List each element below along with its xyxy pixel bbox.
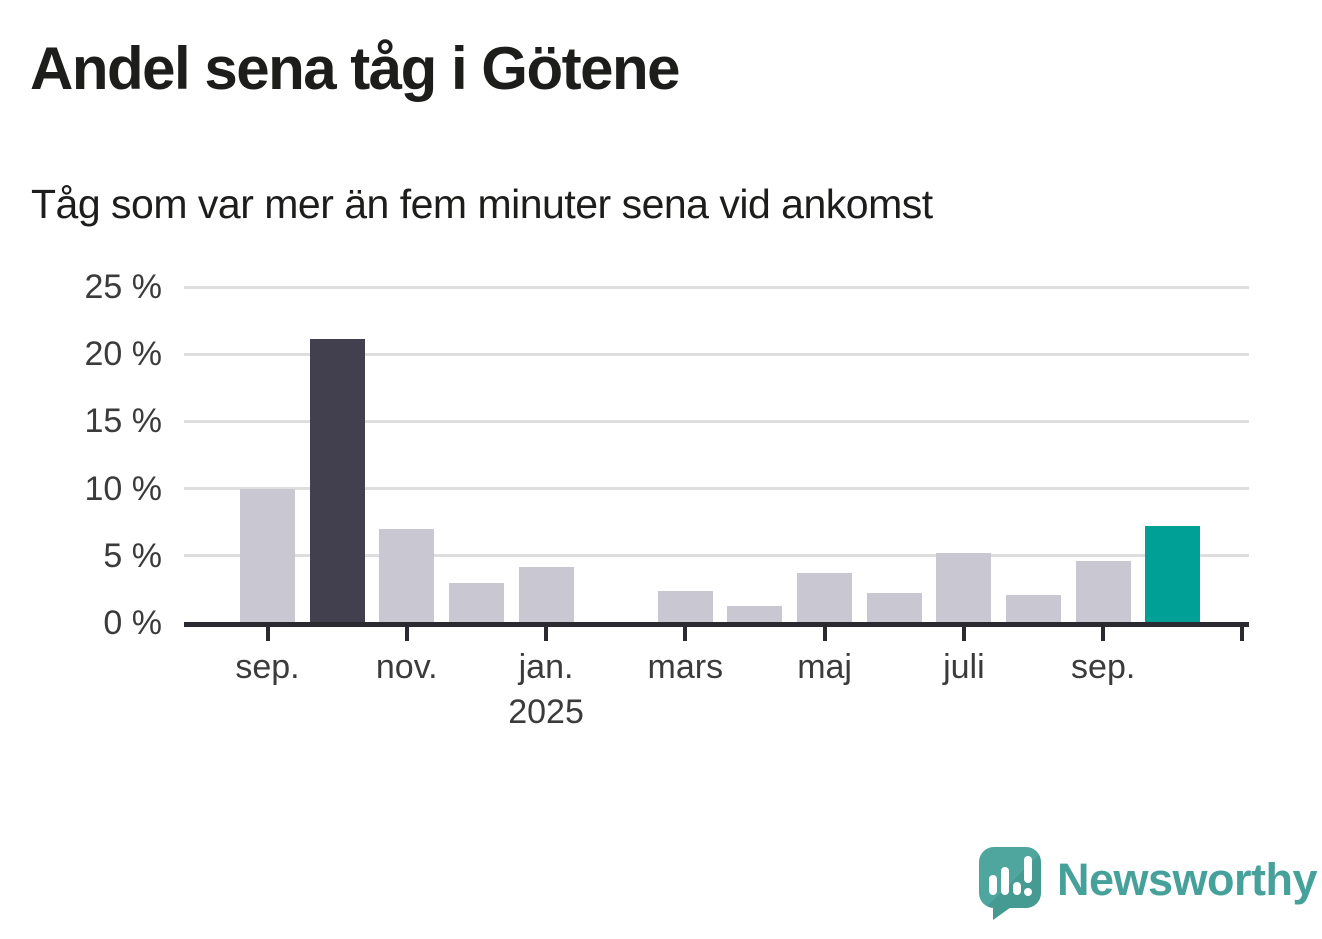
bar-okt-2025 <box>1145 526 1201 623</box>
bar-juli-2025 <box>936 553 992 623</box>
x-axis-tick <box>265 626 270 641</box>
bar-aug-2025 <box>1006 594 1062 623</box>
y-axis-tick-label: 10 % <box>84 469 163 508</box>
gridline <box>184 487 1249 491</box>
x-axis-tick <box>683 626 688 641</box>
gridline <box>184 554 1249 558</box>
y-axis-tick-label: 20 % <box>84 335 163 374</box>
x-axis-tick-label: mars <box>647 648 724 686</box>
chart-title: Andel sena tåg i Götene <box>30 35 680 102</box>
chart-subtitle: Tåg som var mer än fem minuter sena vid … <box>31 181 933 227</box>
y-axis-tick-label: 5 % <box>103 536 162 575</box>
newsworthy-logo: Newsworthy <box>979 846 1318 926</box>
logo-exclamation-dot-icon <box>1024 888 1032 896</box>
bar-nov-2024 <box>379 528 435 623</box>
logo-bar-icon <box>989 875 997 895</box>
logo-bar-icon <box>1001 867 1009 895</box>
y-axis-tick-label: 15 % <box>84 402 163 441</box>
gridline <box>184 419 1249 423</box>
newsworthy-logo-text: Newsworthy <box>1057 854 1318 905</box>
bar-mars-2025 <box>657 590 713 623</box>
logo-speech-tail <box>993 905 1014 920</box>
x-axis-tick-label: nov. <box>375 648 438 686</box>
logo-exclamation-icon <box>1024 856 1032 883</box>
x-axis-tick-label: sep. <box>1071 648 1136 686</box>
x-axis-tick <box>544 626 549 641</box>
y-axis-tick-label: 25 % <box>84 268 163 306</box>
bar-sep-2025 <box>1075 561 1131 623</box>
x-axis-tick <box>961 626 966 641</box>
newsworthy-logo-icon <box>979 847 1041 920</box>
x-axis-tick <box>822 626 827 641</box>
logo-bar-icon <box>1013 882 1021 895</box>
gridline <box>184 285 1249 289</box>
bar-jun-2025 <box>866 593 922 623</box>
x-axis-tick <box>404 626 409 641</box>
bar-dec-2024 <box>448 582 504 623</box>
x-axis-line <box>184 622 1249 627</box>
bar-jan-2025 <box>518 566 574 623</box>
x-axis-tick-label: jan. <box>518 648 574 686</box>
bar-maj-2025 <box>797 573 853 623</box>
x-axis-tick-label: maj <box>797 648 852 686</box>
bar-okt-2024 <box>309 339 365 623</box>
y-axis-tick-label: 0 % <box>103 604 162 642</box>
gridline <box>184 352 1249 356</box>
x-axis-tick <box>1101 626 1106 641</box>
bar-apr-2025 <box>727 605 783 623</box>
x-axis-tick-label: sep. <box>235 648 300 686</box>
x-axis-tick <box>1240 626 1245 641</box>
x-axis-tick-label: juli <box>943 648 985 686</box>
x-axis-year-label: 2025 <box>508 693 584 731</box>
bar-sep-2024 <box>240 488 295 623</box>
